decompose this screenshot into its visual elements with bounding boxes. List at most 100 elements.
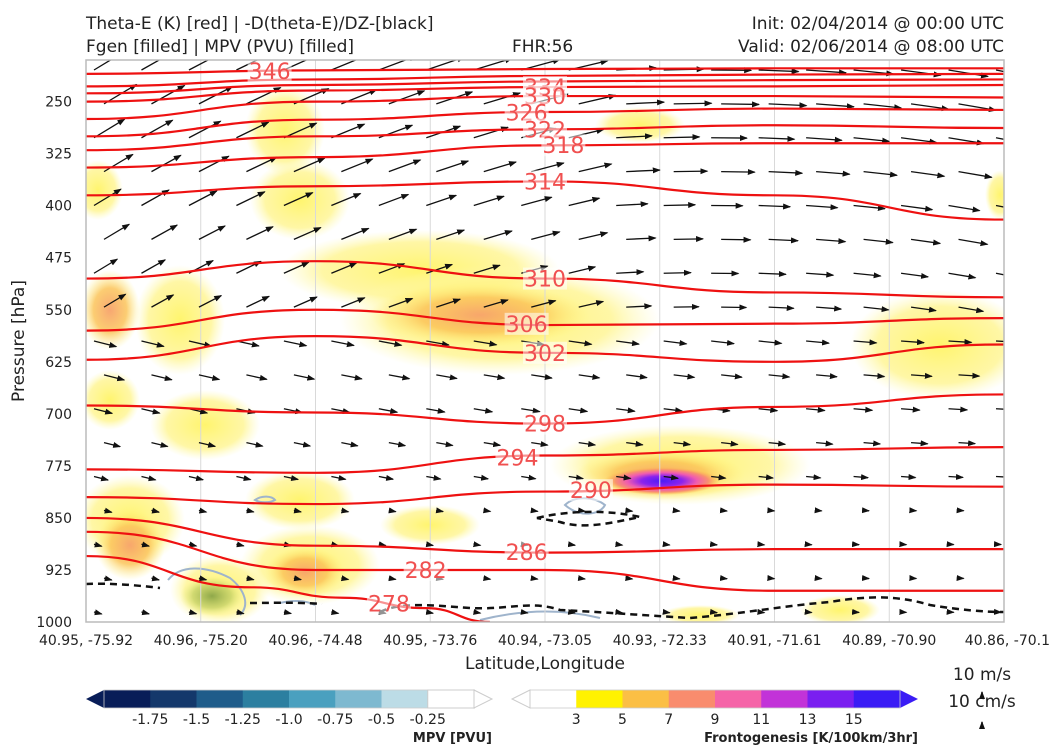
wind-vector — [711, 339, 736, 346]
wind-vector — [521, 407, 541, 414]
wind-vector — [293, 226, 322, 240]
wind-vector — [958, 372, 981, 379]
wind-vector — [236, 541, 245, 548]
wind-vector — [341, 158, 374, 173]
wind-vector — [473, 264, 501, 274]
colorbar-segment — [807, 690, 855, 708]
wind-vector — [616, 407, 636, 414]
colorbar-segment — [381, 690, 429, 708]
wind-vector — [331, 340, 355, 348]
wind-vector — [483, 230, 513, 240]
forecast-hour: FHR:56 — [512, 37, 574, 57]
wind-vector — [853, 406, 874, 413]
wind-vector — [806, 406, 826, 413]
wind-vector — [626, 167, 661, 174]
wind-vector — [672, 575, 681, 581]
y-tick-label: 475 — [45, 251, 72, 267]
wind-vector — [246, 374, 268, 381]
y-tick-label: 400 — [45, 199, 72, 215]
wind-reference-vertical: 10 cm/s — [948, 692, 1016, 712]
y-tick-label: 925 — [45, 563, 72, 579]
wind-vector — [663, 134, 701, 141]
wind-vector — [995, 473, 1004, 480]
wind-vector — [758, 203, 792, 210]
wind-vector — [93, 60, 112, 71]
wind-vector — [473, 608, 482, 615]
x-tick-label: 40.95, -75.92 — [39, 633, 133, 649]
wind-vector — [141, 340, 165, 348]
theta-e-label-bg — [403, 558, 448, 581]
colorbar-tick-label: -1.5 — [183, 712, 210, 728]
mpv-contour — [253, 495, 277, 504]
theta-e-contour — [86, 483, 1004, 506]
y-tick-label: 250 — [45, 95, 72, 111]
wind-vector — [436, 374, 458, 381]
wind-vector — [758, 339, 783, 346]
wind-vector — [816, 440, 834, 447]
wind-vector — [340, 507, 350, 514]
wind-reference: 10 m/s 10 cm/s — [948, 665, 1016, 729]
wind-reference-horizontal: 10 m/s — [953, 665, 1011, 685]
theta-e-labels: 3463343303263223183143103063022982942902… — [247, 60, 613, 617]
wind-vector — [198, 507, 208, 514]
wind-vector — [293, 157, 326, 173]
fgen-blob — [245, 85, 325, 175]
wind-vector — [483, 507, 492, 514]
wind-vector — [283, 609, 293, 616]
colorbar-segment — [530, 690, 577, 708]
theta-e-label: 302 — [524, 342, 566, 367]
wind-vector — [473, 474, 490, 481]
plot-frame — [85, 59, 1005, 623]
wind-vector — [615, 541, 624, 548]
wind-vector — [521, 474, 537, 481]
wind-vector — [816, 373, 838, 380]
wind-vector — [958, 170, 993, 180]
wind-vector — [616, 133, 653, 140]
wind-vector — [388, 297, 414, 308]
wind-vectors — [93, 60, 1004, 616]
colorbar-tick-label: 7 — [664, 712, 673, 728]
dtheta-dz-contour — [86, 582, 161, 590]
theta-e-label: 286 — [506, 541, 548, 566]
wind-vector — [246, 226, 274, 240]
wind-vector — [663, 407, 684, 414]
wind-vector — [816, 305, 843, 312]
wind-vector — [236, 609, 245, 616]
fgen-max — [604, 467, 720, 495]
fgen-blob — [800, 595, 880, 622]
colorbar-tick-label: 13 — [799, 712, 817, 728]
wind-vector — [721, 373, 743, 380]
wind-vector — [616, 474, 632, 481]
wind-vector — [141, 541, 151, 548]
wind-vector — [378, 193, 410, 207]
wind-vector — [911, 440, 929, 447]
wind-vector — [531, 299, 557, 308]
wind-vector — [863, 238, 894, 245]
colorbar-segment — [576, 690, 623, 708]
wind-vector — [853, 474, 870, 481]
fgen-blob — [245, 470, 355, 530]
colorbar-segment — [242, 690, 290, 708]
fgen-colorbar: 3 5 7 9 11 13 15 — [510, 689, 918, 728]
colorbar-tick-label: 9 — [711, 712, 720, 728]
colorbar-tick-label: -0.75 — [317, 712, 353, 728]
wind-vector — [425, 541, 435, 548]
wind-vector — [198, 155, 230, 173]
theta-e-label-bg — [504, 541, 549, 564]
mpv-contour — [167, 567, 247, 616]
wind-vector — [246, 156, 278, 173]
wind-vector — [711, 474, 727, 481]
theta-e-contour — [86, 446, 1004, 474]
wind-vector — [188, 609, 198, 616]
wind-vector — [578, 231, 609, 241]
init-time: Init: 02/04/2014 @ 00:00 UTC — [751, 14, 1004, 34]
theta-e-label: 278 — [368, 592, 410, 617]
wind-vector — [616, 340, 640, 347]
wind-vector — [293, 441, 312, 448]
wind-vector — [853, 204, 886, 211]
wind-vector — [995, 272, 1004, 276]
wind-vector — [757, 541, 766, 548]
y-axis-ticks: 250 325 400 475 550 625 700 775 850 925 1000 — [36, 95, 72, 631]
wind-vector — [521, 196, 553, 207]
wind-vector — [719, 575, 729, 581]
